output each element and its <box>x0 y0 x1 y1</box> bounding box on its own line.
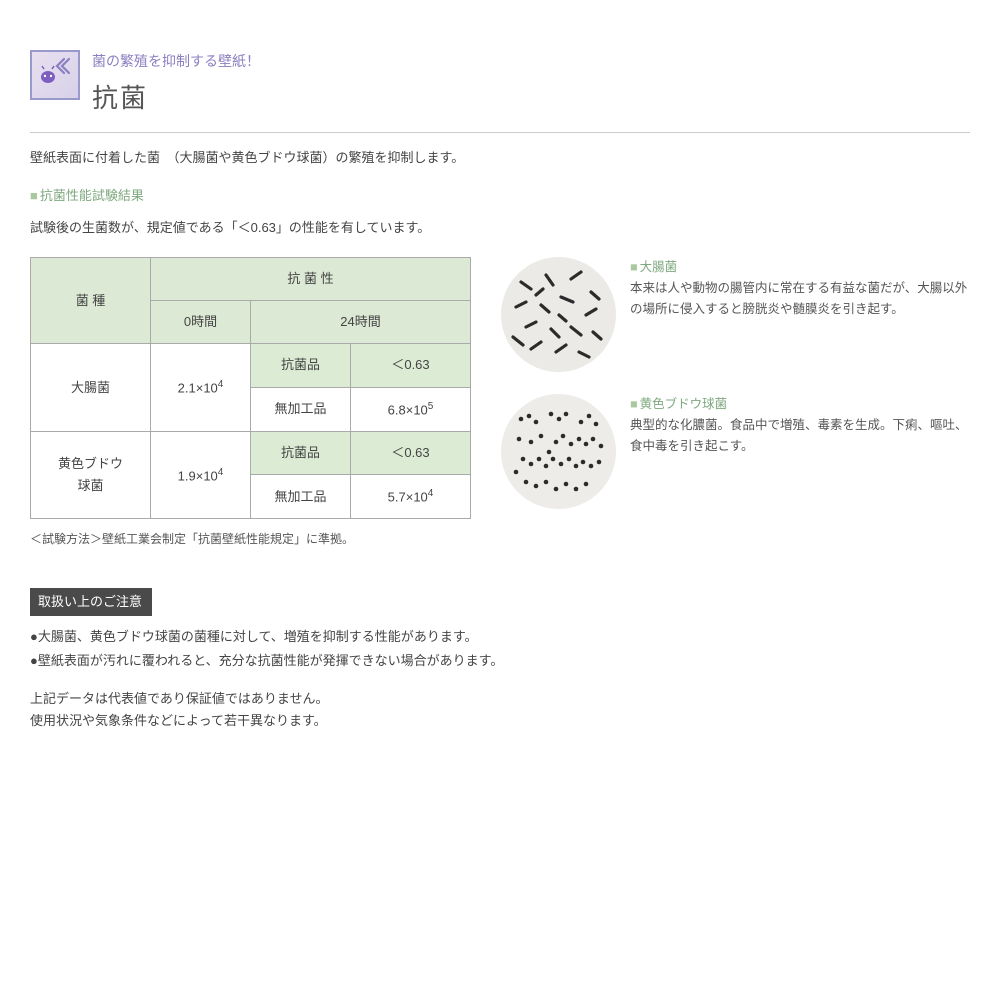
intro-text: 壁紙表面に付着した菌 （大腸菌や黄色ブドウ球菌）の繁殖を抑制します。 <box>30 147 970 169</box>
bacteria-item: 黄色ブドウ球菌 典型的な化膿菌。食品中で増殖、毒素を生成。下痢、嘔吐、食中毒を引… <box>501 394 970 509</box>
header-species: 菌 種 <box>31 258 151 344</box>
bacteria-desc: 典型的な化膿菌。食品中で増殖、毒素を生成。下痢、嘔吐、食中毒を引き起こす。 <box>630 415 970 456</box>
bacteria-text: 大腸菌 本来は人や動物の腸管内に常在する有益な菌だが、大腸以外の場所に侵入すると… <box>630 257 970 372</box>
label-cell: 抗菌品 <box>251 344 351 387</box>
footer-line: 使用状況や気象条件などによって若干異なります。 <box>30 710 970 732</box>
antibacterial-table: 菌 種 抗 菌 性 0時間 24時間 大腸菌 2.1×104 抗菌品 ＜0.63… <box>30 257 471 519</box>
label-cell: 無加工品 <box>251 475 351 519</box>
species-cell: 黄色ブドウ球菌 <box>31 431 151 519</box>
header-antibac: 抗 菌 性 <box>151 258 471 301</box>
label-cell: 抗菌品 <box>251 431 351 474</box>
logo-icon <box>30 50 80 100</box>
label-cell: 無加工品 <box>251 387 351 431</box>
table-row: 大腸菌 2.1×104 抗菌品 ＜0.63 <box>31 344 471 387</box>
ecoli-image <box>501 257 616 372</box>
bacteria-name: 大腸菌 <box>630 257 970 278</box>
species-cell: 大腸菌 <box>31 344 151 432</box>
value-cell: ＜0.63 <box>351 344 471 387</box>
header-24h: 24時間 <box>251 301 471 344</box>
table-row: 菌 種 抗 菌 性 <box>31 258 471 301</box>
header-0h: 0時間 <box>151 301 251 344</box>
staph-image <box>501 394 616 509</box>
bacteria-name: 黄色ブドウ球菌 <box>630 394 970 415</box>
value-cell: 6.8×105 <box>351 387 471 431</box>
method-note: ＜試験方法＞壁紙工業会制定「抗菌壁紙性能規定」に準拠。 <box>30 529 471 549</box>
subtitle: 菌の繁殖を抑制する壁紙！ <box>92 50 970 74</box>
bacteria-desc: 本来は人や動物の腸管内に常在する有益な菌だが、大腸以外の場所に侵入すると膀胱炎や… <box>630 278 970 319</box>
caution-item: ●壁紙表面が汚れに覆われると、充分な抗菌性能が発揮できない場合があります。 <box>30 650 970 672</box>
divider <box>30 132 970 133</box>
zero-cell: 1.9×104 <box>151 431 251 519</box>
footer-notes: 上記データは代表値であり保証値ではありません。 使用状況や気象条件などによって若… <box>30 688 970 732</box>
zero-cell: 2.1×104 <box>151 344 251 432</box>
page-title: 抗菌 <box>92 76 970 120</box>
value-cell: ＜0.63 <box>351 431 471 474</box>
bacteria-text: 黄色ブドウ球菌 典型的な化膿菌。食品中で増殖、毒素を生成。下痢、嘔吐、食中毒を引… <box>630 394 970 509</box>
title-block: 菌の繁殖を抑制する壁紙！ 抗菌 <box>92 50 970 120</box>
footer-line: 上記データは代表値であり保証値ではありません。 <box>30 688 970 710</box>
bug-icon <box>37 61 59 95</box>
section-label: 抗菌性能試験結果 <box>30 185 970 207</box>
bacteria-item: 大腸菌 本来は人や動物の腸管内に常在する有益な菌だが、大腸以外の場所に侵入すると… <box>501 257 970 372</box>
page-header: 菌の繁殖を抑制する壁紙！ 抗菌 <box>30 50 970 120</box>
bacteria-column: 大腸菌 本来は人や動物の腸管内に常在する有益な菌だが、大腸以外の場所に侵入すると… <box>501 257 970 531</box>
section-desc: 試験後の生菌数が、規定値である「＜0.63」の性能を有しています。 <box>30 217 970 239</box>
caution-title: 取扱い上のご注意 <box>30 588 152 616</box>
caution-item: ●大腸菌、黄色ブドウ球菌の菌種に対して、増殖を抑制する性能があります。 <box>30 626 970 648</box>
table-row: 黄色ブドウ球菌 1.9×104 抗菌品 ＜0.63 <box>31 431 471 474</box>
content-row: 菌 種 抗 菌 性 0時間 24時間 大腸菌 2.1×104 抗菌品 ＜0.63… <box>30 257 970 550</box>
value-cell: 5.7×104 <box>351 475 471 519</box>
table-column: 菌 種 抗 菌 性 0時間 24時間 大腸菌 2.1×104 抗菌品 ＜0.63… <box>30 257 471 550</box>
